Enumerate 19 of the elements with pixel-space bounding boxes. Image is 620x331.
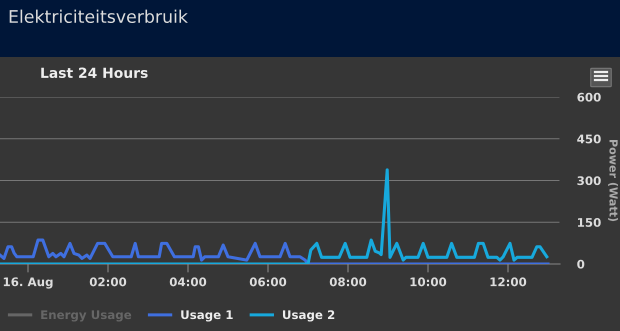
x-tick-label: 04:00	[170, 277, 206, 286]
x-tick-label: 06:00	[250, 277, 286, 286]
y-tick-label: 0	[577, 260, 584, 269]
chart-title: Elektriciteitsverbruik	[10, 10, 188, 24]
x-tick-label: 02:00	[90, 277, 126, 286]
legend-label: Usage 1	[181, 310, 233, 322]
chart-subtitle: Last 24 Hours	[41, 68, 148, 78]
x-tick-label: 08:00	[330, 277, 366, 286]
line-series	[0, 238, 550, 264]
legend-label: Usage 2	[282, 310, 334, 322]
x-tick-label: 16. Aug	[4, 277, 53, 289]
x-tick-label: 12:00	[490, 277, 526, 286]
y-tick-label: 150	[578, 218, 601, 227]
y-tick-label: 300	[577, 176, 601, 186]
y-axis-title: Power (Watt)	[608, 140, 618, 222]
line-series	[0, 168, 548, 264]
y-tick-label: 600	[577, 92, 601, 102]
y-tick-label: 450	[577, 134, 601, 144]
x-tick-label: 10:00	[410, 277, 446, 286]
